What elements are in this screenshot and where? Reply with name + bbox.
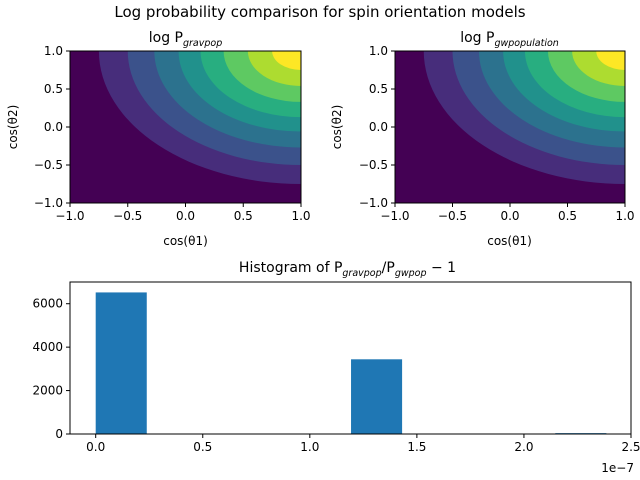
heatmap-gwpopulation-y-tick-label: −1.0 bbox=[359, 196, 388, 210]
heatmap-gravpop-title: log Pgravpop bbox=[149, 30, 223, 49]
heatmap-gravpop-x-tick-label: 0.0 bbox=[176, 209, 195, 223]
histogram-bars bbox=[69, 281, 632, 435]
heatmap-gwpopulation-y-ticks: −1.0 −0.5 0.0 0.5 1.0 bbox=[359, 44, 395, 210]
heatmap-gwpopulation-x-ticks: −1.0 −0.5 0.0 0.5 1.0 bbox=[380, 203, 635, 223]
heatmap-gravpop-x-tick-label: 0.5 bbox=[234, 209, 253, 223]
histogram-y-tick-label: 6000 bbox=[32, 297, 63, 311]
heatmap-gravpop-y-ticks: −1.0 −0.5 0.0 0.5 1.0 bbox=[34, 44, 70, 210]
histogram-y-tick-label: 4000 bbox=[32, 340, 63, 354]
heatmap-gwpopulation-contours bbox=[395, 51, 625, 203]
histogram-x-tick-label: 2.0 bbox=[514, 440, 533, 454]
heatmap-gravpop-plot-area bbox=[69, 50, 302, 204]
heatmap-gravpop-x-tick-label: −1.0 bbox=[55, 209, 84, 223]
histogram-x-tick-label: 1.0 bbox=[300, 440, 319, 454]
histogram-title: Histogram of Pgravpop/Pgwpop − 1 bbox=[239, 260, 456, 279]
heatmap-gwpopulation-x-tick-label: 1.0 bbox=[615, 209, 634, 223]
histogram-x-tick-label: 0.5 bbox=[193, 440, 212, 454]
heatmap-gravpop-x-tick-label: −0.5 bbox=[113, 209, 142, 223]
heatmap-gravpop-xlabel: cos(θ1) bbox=[163, 234, 208, 248]
heatmap-gravpop-y-tick-label: −0.5 bbox=[34, 158, 63, 172]
histogram-bar bbox=[95, 292, 147, 434]
histogram-x-tick-label: 0.0 bbox=[86, 440, 105, 454]
heatmap-gwpopulation-y-tick-label: 0.0 bbox=[369, 120, 388, 134]
histogram-bar bbox=[351, 359, 403, 434]
heatmap-gwpopulation-x-tick-label: −1.0 bbox=[380, 209, 409, 223]
heatmap-gwpopulation-y-tick-label: −0.5 bbox=[359, 158, 388, 172]
heatmap-gwpopulation-contour-band bbox=[596, 51, 625, 70]
heatmap-gravpop-y-tick-label: 0.0 bbox=[44, 120, 63, 134]
histogram-y-tick-label: 0 bbox=[55, 427, 63, 441]
heatmap-gravpop-y-tick-label: 0.5 bbox=[44, 82, 63, 96]
heatmap-gwpopulation: log Pgwpopulation −1.0 −0.5 0.0 0.5 1.0 −1.0… bbox=[330, 30, 635, 248]
heatmap-gravpop: log Pgravpop −1.0 −0.5 0.0 0.5 1.0 −1.0 −0.5 0… bbox=[6, 30, 311, 248]
heatmap-gwpopulation-title: log Pgwpopulation bbox=[460, 30, 559, 49]
heatmap-gwpopulation-x-tick-label: 0.5 bbox=[558, 209, 577, 223]
heatmap-gwpopulation-x-tick-label: 0.0 bbox=[500, 209, 519, 223]
heatmap-gravpop-y-tick-label: 1.0 bbox=[44, 44, 63, 58]
heatmap-gwpopulation-x-tick-label: −0.5 bbox=[438, 209, 467, 223]
heatmap-gwpopulation-y-tick-label: 1.0 bbox=[369, 44, 388, 58]
histogram-y-tick-label: 2000 bbox=[32, 384, 63, 398]
histogram: Histogram of Pgravpop/Pgwpop − 1 0.0 0.5 1… bbox=[32, 260, 640, 475]
histogram-x-scale-label: 1e−7 bbox=[601, 461, 634, 475]
heatmap-gravpop-ylabel: cos(θ2) bbox=[6, 105, 20, 150]
histogram-x-ticks: 0.0 0.5 1.0 1.5 2.0 2.5 bbox=[86, 434, 640, 454]
heatmap-gwpopulation-y-tick-label: 0.5 bbox=[369, 82, 388, 96]
figure-suptitle: Log probability comparison for spin orie… bbox=[114, 3, 525, 21]
heatmap-gravpop-y-tick-label: −1.0 bbox=[34, 196, 63, 210]
heatmap-gravpop-x-ticks: −1.0 −0.5 0.0 0.5 1.0 bbox=[55, 203, 311, 223]
histogram-y-ticks: 0 2000 4000 6000 bbox=[32, 297, 70, 441]
heatmap-gwpopulation-ylabel: cos(θ2) bbox=[330, 105, 344, 150]
heatmap-gravpop-contour-band bbox=[272, 51, 301, 70]
histogram-x-tick-label: 1.5 bbox=[407, 440, 426, 454]
heatmap-gwpopulation-plot-area bbox=[394, 50, 626, 204]
histogram-frame bbox=[69, 281, 632, 435]
histogram-x-tick-label: 2.5 bbox=[621, 440, 640, 454]
heatmap-gwpopulation-xlabel: cos(θ1) bbox=[487, 234, 532, 248]
heatmap-gravpop-x-tick-label: 1.0 bbox=[291, 209, 310, 223]
heatmap-gravpop-contours bbox=[70, 51, 301, 203]
